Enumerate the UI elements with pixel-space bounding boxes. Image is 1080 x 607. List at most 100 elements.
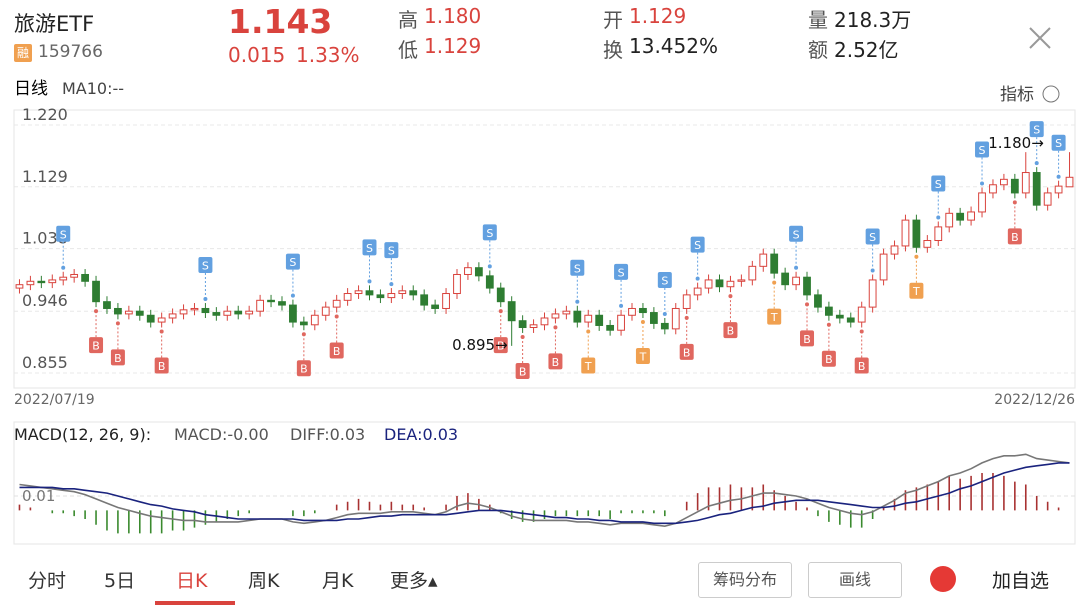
signal-dot [575, 299, 580, 304]
signal-label: T [639, 350, 647, 363]
signal-dot [115, 321, 120, 326]
signal-box [690, 236, 705, 253]
signal-label: S [661, 274, 668, 287]
macd-legend: DEA:0.03 [384, 425, 458, 444]
signal-box [1029, 121, 1044, 138]
signal-label: S [618, 266, 625, 279]
signal-dot [487, 264, 492, 269]
signal-dot [1056, 174, 1061, 179]
signal-box [493, 337, 508, 354]
candle-body [442, 293, 450, 309]
tab[interactable]: 5日 [104, 570, 136, 592]
signal-label: B [497, 340, 505, 353]
stat-label: 开 [603, 8, 623, 32]
tab[interactable]: 月K [322, 570, 354, 592]
candle-body [967, 211, 975, 221]
dea-line [19, 462, 1070, 525]
signal-dot [662, 311, 667, 316]
signal-box [679, 343, 694, 360]
draw-button[interactable]: 画线 [808, 562, 902, 598]
signal-box [482, 224, 497, 241]
candle-body [92, 280, 100, 303]
candle-body [420, 294, 429, 306]
stat-label: 高 [398, 8, 418, 32]
candle-body [562, 310, 571, 315]
candle-body [332, 299, 341, 308]
candle-body [639, 307, 647, 314]
signal-dot [728, 294, 733, 299]
candle-body [278, 301, 286, 306]
candle-body [1032, 172, 1041, 206]
signal-dot [520, 334, 525, 339]
signal-box [285, 253, 300, 270]
candle-body [989, 184, 997, 194]
signal-label: B [92, 340, 100, 353]
candle-body [507, 301, 516, 322]
signal-dot [936, 215, 941, 220]
candle-body [628, 307, 636, 316]
signal-label: T [584, 360, 592, 373]
candle-body [825, 306, 833, 316]
chart: 日线 MA10:-- 指标0.8550.9461.0381.1291.2202022… [13, 79, 1076, 545]
tab[interactable]: 分时 [28, 570, 67, 592]
candle-body [857, 306, 866, 323]
candle-body [431, 304, 440, 309]
signal-dot [61, 265, 66, 270]
candle-body [354, 290, 363, 295]
signal-box [909, 282, 924, 299]
candle-body [704, 279, 713, 289]
signal-dot [290, 293, 295, 298]
candle-body [682, 294, 691, 309]
candle-body [759, 253, 768, 267]
signal-dot [870, 268, 875, 273]
signal-label: S [869, 231, 876, 244]
signal-box [854, 357, 869, 374]
tab[interactable]: 日K [176, 570, 208, 592]
candle-body [923, 240, 932, 248]
candle-body [81, 273, 89, 282]
signal-label: S [694, 239, 701, 252]
change: 0.015 [228, 43, 286, 67]
signal-label: B [552, 356, 560, 369]
candle-body [803, 276, 811, 296]
candle-body [267, 299, 275, 303]
candle-body [617, 314, 625, 331]
signal-label: B [519, 365, 527, 378]
candle-body [890, 245, 899, 255]
signal-box [56, 225, 71, 242]
add-watch[interactable]: 加自选 [992, 570, 1050, 592]
tab[interactable]: 更多▴ [390, 570, 438, 592]
signal-dot [389, 282, 394, 287]
candle-body [485, 275, 494, 289]
candle-body [1065, 176, 1074, 188]
close-icon[interactable] [1028, 26, 1052, 50]
candle-body [245, 310, 254, 315]
tab[interactable]: 周K [248, 570, 280, 592]
signal-box [329, 342, 344, 359]
signal-box [975, 141, 990, 158]
signal-dot [586, 329, 591, 334]
candle-body [124, 310, 133, 315]
candle-body [135, 310, 144, 316]
signal-box [384, 242, 399, 259]
chip-button[interactable]: 筹码分布 [698, 562, 792, 598]
signal-label: S [366, 242, 373, 255]
signal-dot [794, 265, 799, 270]
candle-body [496, 287, 505, 303]
candle-body [1054, 185, 1063, 194]
signal-box [767, 308, 782, 325]
signal-dot [805, 302, 810, 307]
candle-body [256, 299, 264, 312]
signal-box [110, 349, 125, 366]
signal-label: B [1011, 231, 1019, 244]
candle-body [748, 265, 757, 281]
candle-body [606, 324, 615, 331]
candle-body [649, 312, 658, 324]
record-icon[interactable] [930, 566, 956, 592]
signal-dot [1034, 161, 1039, 166]
candle-body [398, 290, 407, 295]
candle-body [715, 279, 724, 288]
badge: 融 [14, 44, 32, 62]
stat-value: 218.3万 [834, 8, 912, 32]
